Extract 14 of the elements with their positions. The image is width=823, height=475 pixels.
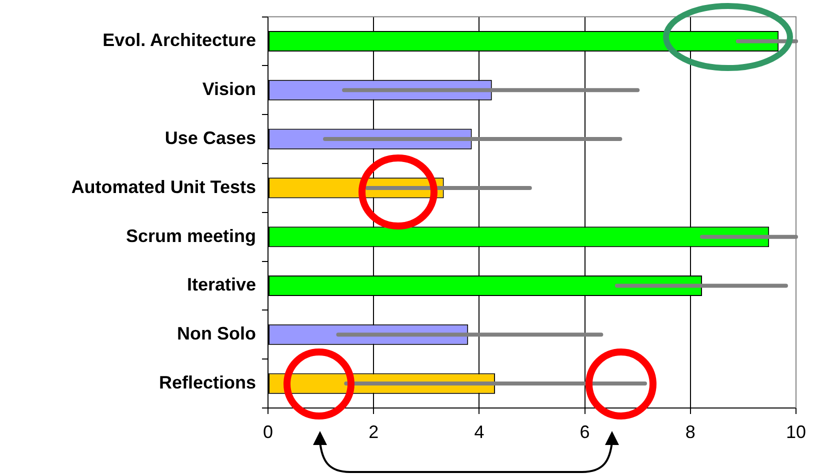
x-tick-label: 2 xyxy=(368,422,379,442)
y-tick-label: Reflections xyxy=(158,372,256,393)
x-tick-label: 4 xyxy=(474,422,484,442)
x-tick-label: 8 xyxy=(685,422,696,442)
y-tick-label: Scrum meeting xyxy=(126,226,256,246)
y-tick-label: Iterative xyxy=(186,274,256,295)
y-tick-label: Vision xyxy=(202,79,256,100)
x-tick-label: 6 xyxy=(580,422,590,442)
x-tick-label: 0 xyxy=(262,422,274,442)
y-tick-label: Non Solo xyxy=(177,324,256,344)
y-tick-label: Automated Unit Tests xyxy=(71,176,256,197)
y-tick-label: Use Cases xyxy=(164,128,256,148)
y-tick-label: Evol. Architecture xyxy=(102,30,256,50)
x-tick-label: 10 xyxy=(786,422,806,442)
